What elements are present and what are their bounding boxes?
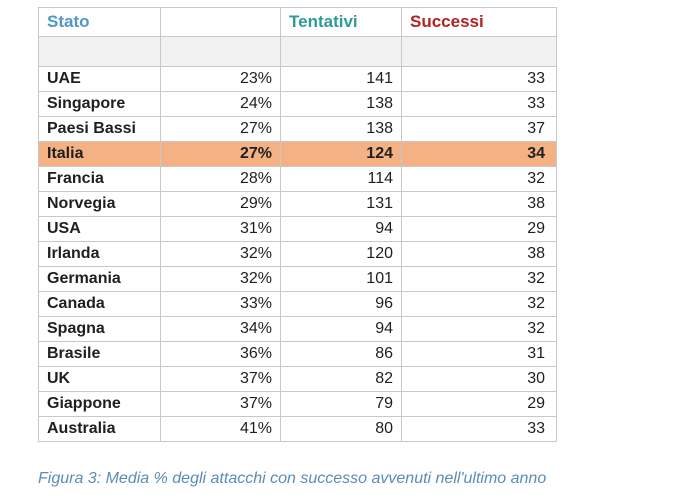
table-row: USA 31% 94 29 [38, 216, 557, 242]
cell-successi: 29 [401, 216, 557, 242]
table-row: Spagna 34% 94 32 [38, 316, 557, 342]
cell-percent: 24% [160, 91, 281, 117]
cell-tentativi: 82 [280, 366, 402, 392]
cell-stato: Italia [38, 141, 161, 167]
cell-stato: Francia [38, 166, 161, 192]
table-row-highlighted: Italia 27% 124 34 [38, 141, 557, 167]
cell-percent: 23% [160, 66, 281, 92]
cell-stato: Germania [38, 266, 161, 292]
cell-successi: 38 [401, 241, 557, 267]
cell-tentativi: 141 [280, 66, 402, 92]
cell-tentativi: 138 [280, 91, 402, 117]
cell-tentativi: 94 [280, 216, 402, 242]
cell-successi: 33 [401, 91, 557, 117]
cell-tentativi: 138 [280, 116, 402, 142]
table-row: Giappone 37% 79 29 [38, 391, 557, 417]
cell-percent: 37% [160, 391, 281, 417]
cell-stato: Spagna [38, 316, 161, 342]
cell-successi: 33 [401, 66, 557, 92]
cell-successi: 32 [401, 266, 557, 292]
table-row: Paesi Bassi 27% 138 37 [38, 116, 557, 142]
cell-percent: 27% [160, 141, 281, 167]
header-percent [160, 7, 281, 37]
cell-successi: 32 [401, 291, 557, 317]
cell-successi: 33 [401, 416, 557, 442]
cell-successi: 29 [401, 391, 557, 417]
table-row: Germania 32% 101 32 [38, 266, 557, 292]
cell-percent: 31% [160, 216, 281, 242]
cell-successi: 38 [401, 191, 557, 217]
cell-stato: Brasile [38, 341, 161, 367]
cell-successi: 37 [401, 116, 557, 142]
cell-tentativi: 120 [280, 241, 402, 267]
cell-tentativi: 86 [280, 341, 402, 367]
cell-percent: 32% [160, 241, 281, 267]
spacer-cell [401, 36, 557, 67]
cell-percent: 29% [160, 191, 281, 217]
table-row: Singapore 24% 138 33 [38, 91, 557, 117]
cell-percent: 32% [160, 266, 281, 292]
attacks-table: Stato Tentativi Successi UAE 23% 141 33 Sing… [38, 7, 557, 442]
cell-tentativi: 114 [280, 166, 402, 192]
header-tentativi: Tentativi [280, 7, 402, 37]
cell-tentativi: 131 [280, 191, 402, 217]
cell-percent: 27% [160, 116, 281, 142]
cell-percent: 36% [160, 341, 281, 367]
cell-tentativi: 124 [280, 141, 402, 167]
table-row: Australia 41% 80 33 [38, 416, 557, 442]
spacer-cell [280, 36, 402, 67]
cell-tentativi: 96 [280, 291, 402, 317]
cell-stato: UAE [38, 66, 161, 92]
table-row: Canada 33% 96 32 [38, 291, 557, 317]
spacer-cell [160, 36, 281, 67]
header-successi: Successi [401, 7, 557, 37]
cell-stato: Singapore [38, 91, 161, 117]
cell-successi: 31 [401, 341, 557, 367]
cell-stato: Norvegia [38, 191, 161, 217]
cell-successi: 32 [401, 166, 557, 192]
header-stato: Stato [38, 7, 161, 37]
cell-percent: 34% [160, 316, 281, 342]
table-row: Francia 28% 114 32 [38, 166, 557, 192]
cell-tentativi: 80 [280, 416, 402, 442]
table-row: UK 37% 82 30 [38, 366, 557, 392]
figure-caption: Figura 3: Media % degli attacchi con suc… [38, 470, 547, 487]
cell-stato: Canada [38, 291, 161, 317]
cell-percent: 41% [160, 416, 281, 442]
cell-stato: Irlanda [38, 241, 161, 267]
table-header-row: Stato Tentativi Successi [38, 7, 557, 37]
cell-percent: 33% [160, 291, 281, 317]
table-row: Irlanda 32% 120 38 [38, 241, 557, 267]
cell-successi: 32 [401, 316, 557, 342]
cell-stato: UK [38, 366, 161, 392]
table-row: Norvegia 29% 131 38 [38, 191, 557, 217]
cell-tentativi: 79 [280, 391, 402, 417]
cell-stato: USA [38, 216, 161, 242]
table-body: UAE 23% 141 33 Singapore 24% 138 33 Paesi Bassi 2… [38, 36, 557, 442]
cell-tentativi: 101 [280, 266, 402, 292]
cell-tentativi: 94 [280, 316, 402, 342]
cell-successi: 30 [401, 366, 557, 392]
cell-stato: Giappone [38, 391, 161, 417]
table-row: UAE 23% 141 33 [38, 66, 557, 92]
cell-stato: Australia [38, 416, 161, 442]
spacer-cell [38, 36, 161, 67]
table-spacer-row [38, 36, 557, 67]
cell-percent: 28% [160, 166, 281, 192]
cell-percent: 37% [160, 366, 281, 392]
cell-stato: Paesi Bassi [38, 116, 161, 142]
table-row: Brasile 36% 86 31 [38, 341, 557, 367]
cell-successi: 34 [401, 141, 557, 167]
